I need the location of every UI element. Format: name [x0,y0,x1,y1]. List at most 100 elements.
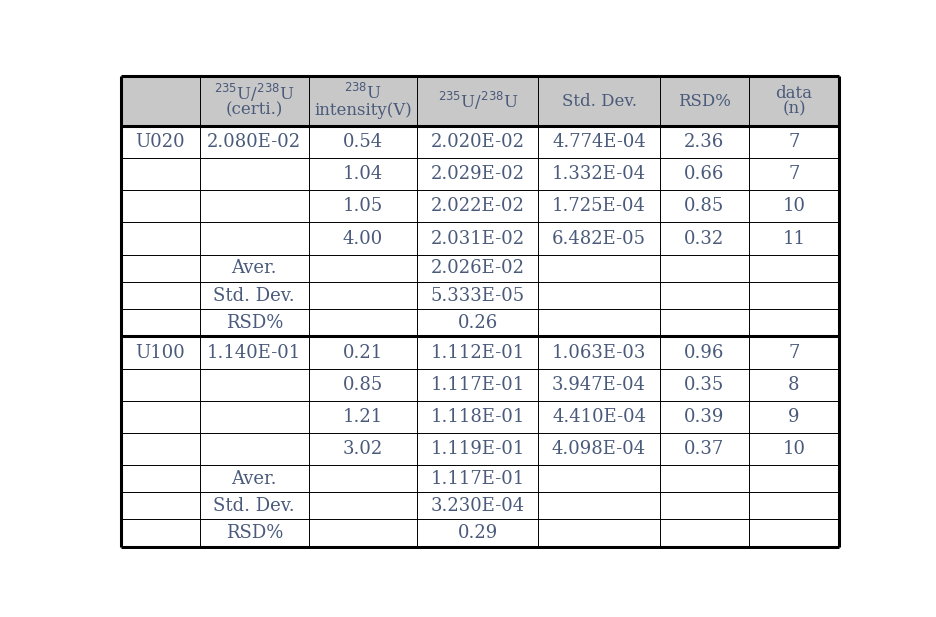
Bar [417,282,538,309]
Bar [538,77,660,126]
Bar [417,400,538,433]
Text: 6.482E-05: 6.482E-05 [552,230,646,247]
Text: 7: 7 [788,133,799,151]
Bar [121,492,200,520]
Text: 2.026E-02: 2.026E-02 [431,259,525,277]
Bar [749,77,839,126]
Text: 3.947E-04: 3.947E-04 [552,376,646,394]
Bar [660,126,749,159]
Bar [121,223,200,255]
Bar [200,126,309,159]
Bar [417,433,538,465]
Bar [749,126,839,159]
Bar [749,520,839,547]
Bar [749,282,839,309]
Text: $^{235}$U/$^{238}$U: $^{235}$U/$^{238}$U [437,90,519,112]
Bar [660,433,749,465]
Bar [538,520,660,547]
Text: 1.332E-04: 1.332E-04 [552,165,646,183]
Bar [200,520,309,547]
Bar [660,159,749,191]
Text: 2.080E-02: 2.080E-02 [207,133,301,151]
Text: 1.118E-01: 1.118E-01 [431,408,525,426]
Bar [660,255,749,282]
Bar [309,433,417,465]
Bar [200,77,309,126]
Bar [200,191,309,223]
Bar [309,400,417,433]
Text: 7: 7 [788,165,799,183]
Text: 1.05: 1.05 [343,197,383,215]
Text: 3.02: 3.02 [343,440,383,458]
Bar [309,309,417,336]
Bar [538,282,660,309]
Bar [121,191,200,223]
Bar [309,77,417,126]
Bar [538,191,660,223]
Bar [660,223,749,255]
Text: Std. Dev.: Std. Dev. [213,497,295,515]
Bar [660,465,749,492]
Bar [121,520,200,547]
Bar [200,282,309,309]
Bar [749,309,839,336]
Bar [749,159,839,191]
Text: 0.54: 0.54 [343,133,383,151]
Text: 7: 7 [788,344,799,362]
Text: 10: 10 [782,197,806,215]
Text: 2.029E-02: 2.029E-02 [431,165,525,183]
Text: $^{238}$U: $^{238}$U [344,83,382,104]
Text: 0.96: 0.96 [684,344,724,362]
Bar [538,433,660,465]
Bar [309,336,417,368]
Text: 2.031E-02: 2.031E-02 [431,230,525,247]
Bar [121,433,200,465]
Bar [749,368,839,400]
Text: 4.410E-04: 4.410E-04 [552,408,646,426]
Text: 1.140E-01: 1.140E-01 [207,344,301,362]
Bar [660,520,749,547]
Text: 0.66: 0.66 [684,165,724,183]
Text: 0.35: 0.35 [684,376,724,394]
Text: Std. Dev.: Std. Dev. [213,286,295,305]
Bar [660,191,749,223]
Bar [200,433,309,465]
Bar [309,520,417,547]
Text: 0.37: 0.37 [684,440,724,458]
Bar [121,282,200,309]
Bar [749,433,839,465]
Bar [749,191,839,223]
Bar [309,126,417,159]
Bar [417,159,538,191]
Bar [417,336,538,368]
Text: 10: 10 [782,440,806,458]
Text: 4.774E-04: 4.774E-04 [552,133,646,151]
Bar [121,255,200,282]
Bar [660,336,749,368]
Bar [417,465,538,492]
Bar [121,309,200,336]
Text: Aver.: Aver. [231,470,277,487]
Text: 11: 11 [782,230,806,247]
Bar [538,336,660,368]
Bar [749,336,839,368]
Text: Std. Dev.: Std. Dev. [562,93,636,110]
Bar [417,255,538,282]
Bar [660,492,749,520]
Bar [417,77,538,126]
Text: 9: 9 [788,408,799,426]
Bar [417,368,538,400]
Text: $^{235}$U/$^{238}$U: $^{235}$U/$^{238}$U [214,82,295,104]
Text: 8: 8 [788,376,799,394]
Bar [121,77,200,126]
Bar [538,159,660,191]
Text: Aver.: Aver. [231,259,277,277]
Bar [200,159,309,191]
Bar [538,126,660,159]
Bar [417,520,538,547]
Text: U100: U100 [136,344,185,362]
Text: 0.85: 0.85 [684,197,724,215]
Bar [538,492,660,520]
Text: 2.020E-02: 2.020E-02 [431,133,525,151]
Bar [749,255,839,282]
